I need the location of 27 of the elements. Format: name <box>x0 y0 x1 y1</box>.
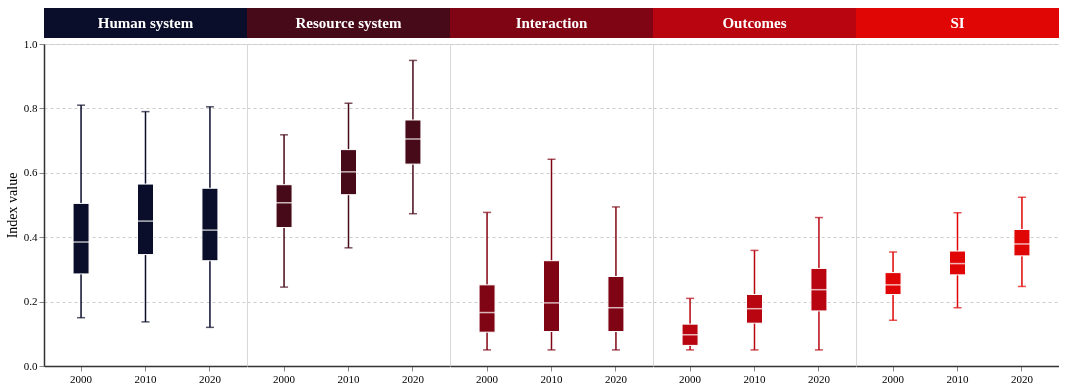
x-tick-label: 2000 <box>476 372 499 385</box>
chart-title: SI <box>856 8 1059 38</box>
y-tick-label: 0.6 <box>23 166 38 179</box>
chart-title: Outcomes <box>653 8 856 38</box>
y-tick-label: 1.0 <box>23 37 38 50</box>
y-tick-label: 0.0 <box>23 359 38 372</box>
y-axis-title: Index value <box>4 172 20 239</box>
chart-title: Resource system <box>247 8 450 38</box>
x-tick-label: 2020 <box>198 372 222 385</box>
x-tick-label: 2020 <box>807 372 831 385</box>
x-tick-label: 2000 <box>70 372 93 385</box>
x-tick-label: 2000 <box>273 372 296 385</box>
chart-title: Interaction <box>450 8 653 38</box>
x-tick-label: 2010 <box>337 372 360 385</box>
x-tick-label: 2010 <box>540 372 563 385</box>
x-tick-label: 2010 <box>946 372 969 385</box>
x-tick-label: 2010 <box>743 372 766 385</box>
x-tick-label: 2000 <box>679 372 702 385</box>
y-tick-label: 0.4 <box>23 230 38 243</box>
y-tick-label: 0.2 <box>23 295 38 308</box>
x-tick-label: 2000 <box>882 372 905 385</box>
x-tick-label: 2020 <box>604 372 628 385</box>
chart-title: Human system <box>44 8 247 38</box>
x-tick-label: 2020 <box>401 372 425 385</box>
x-tick-label: 2010 <box>134 372 157 385</box>
y-tick-label: 0.8 <box>23 101 38 114</box>
x-tick-label: 2020 <box>1010 372 1034 385</box>
